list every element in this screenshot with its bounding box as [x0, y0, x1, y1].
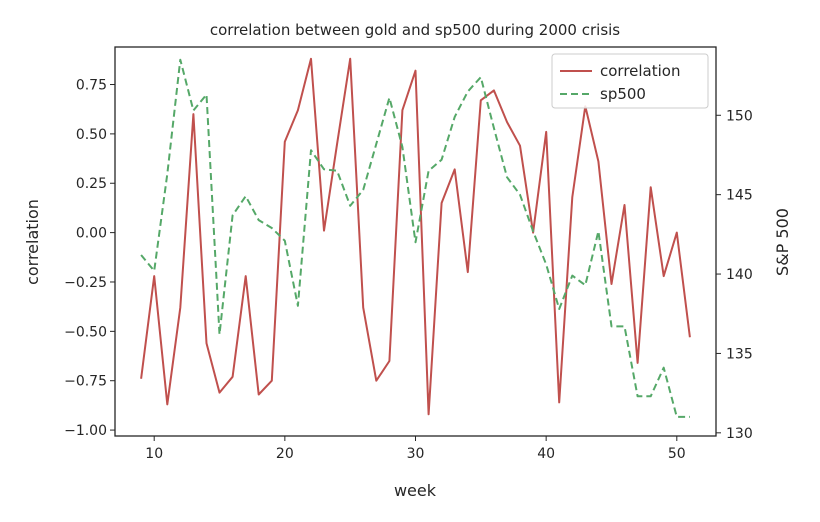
y-tick-label: −0.50	[64, 324, 107, 340]
y2-tick-label: 140	[726, 267, 753, 283]
series-line-sp500	[140, 58, 690, 418]
plot-area	[140, 57, 691, 418]
y-tick-label: 0.25	[76, 176, 107, 192]
x-tick-label: 40	[537, 446, 555, 462]
y-tick-label: −0.75	[64, 374, 107, 390]
y-axis-label: correlation	[23, 199, 42, 285]
legend: correlation sp500	[551, 53, 709, 109]
y-tick-label: 0.00	[76, 226, 107, 242]
legend-label-correlation: correlation	[600, 62, 681, 80]
y2-axis-label: S&P 500	[773, 208, 792, 276]
x-tick-label: 30	[407, 446, 425, 462]
x-tick-label: 50	[668, 446, 686, 462]
axis-ticks: 10 20 30 40 50 0.75 0.50 0.25 0.00 −0.25 −0.50 −0.7…	[64, 78, 753, 462]
y2-tick-label: 135	[726, 346, 753, 362]
series-line-correlation	[140, 57, 691, 416]
y-tick-label: 0.50	[76, 127, 107, 143]
x-tick-label: 20	[276, 446, 294, 462]
x-axis-label: week	[394, 481, 437, 500]
y-tick-label: −1.00	[64, 423, 107, 439]
legend-box	[551, 53, 709, 109]
y-tick-label: −0.25	[64, 275, 107, 291]
chart-title: correlation between gold and sp500 durin…	[210, 21, 620, 39]
legend-label-sp500: sp500	[600, 85, 646, 103]
y2-tick-label: 145	[726, 188, 753, 204]
x-tick-label: 10	[145, 446, 163, 462]
y2-tick-label: 150	[726, 108, 753, 124]
y2-tick-label: 130	[726, 426, 753, 442]
y-tick-label: 0.75	[76, 78, 107, 94]
